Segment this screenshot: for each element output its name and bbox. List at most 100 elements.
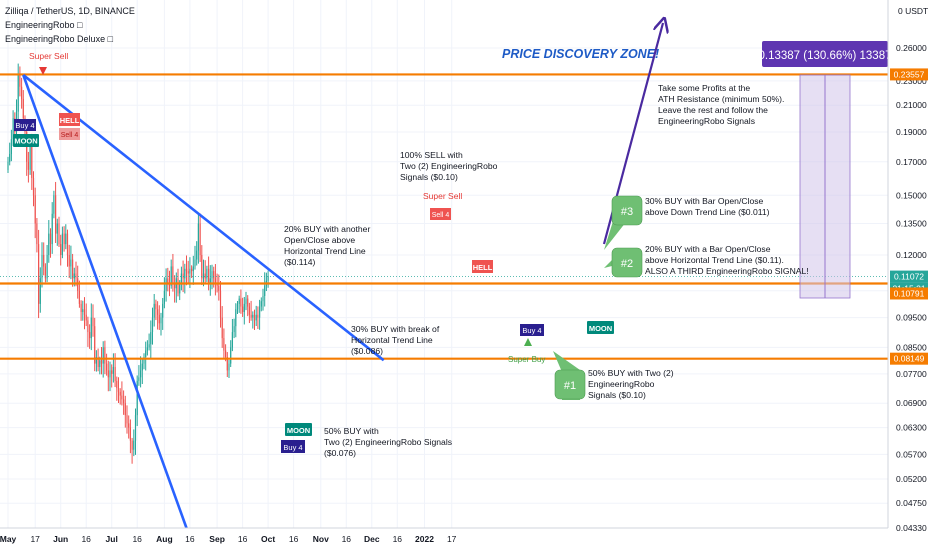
svg-text:Super Sell: Super Sell (423, 191, 462, 201)
price-tick-label: 0.04330 (896, 523, 927, 533)
candle-body (12, 118, 14, 140)
candle-body (38, 244, 40, 304)
svg-text:MOON: MOON (287, 426, 310, 435)
signal-moon-a: MOON (13, 134, 39, 147)
time-tick-label: Sep (209, 534, 225, 544)
svg-text:Buy 4: Buy 4 (283, 443, 302, 452)
candle-body (124, 403, 126, 416)
candlestick-series (7, 63, 269, 464)
time-tick-label: 16 (289, 534, 299, 544)
callout-bubble-3[interactable]: #3 (604, 195, 643, 250)
candle-body (48, 233, 50, 256)
candle-body (177, 278, 179, 294)
time-tick-label: Nov (313, 534, 329, 544)
annotation-100-sell: 100% SELL with Two (2) EngineeringRobo S… (400, 150, 498, 182)
candle-body (150, 332, 152, 345)
price-tick-label: 0.17000 (896, 157, 927, 167)
signal-super-sell-1: Super Sell (29, 51, 68, 75)
svg-text:30% BUY with break of: 30% BUY with break of (351, 324, 440, 334)
candle-body (32, 178, 35, 196)
up-triangle-icon (524, 338, 532, 346)
candle-body (107, 370, 109, 378)
candle-body (158, 314, 160, 324)
candle-body (262, 295, 264, 302)
candle-body (182, 273, 184, 279)
candle-body (197, 223, 199, 251)
candle-body (172, 266, 174, 284)
price-tick-label: 0.09500 (896, 313, 927, 323)
indicator-label-1[interactable]: EngineeringRobo □ (5, 20, 83, 30)
price-tag-label: 0.23557 (894, 69, 925, 79)
indicator-label-2[interactable]: EngineeringRobo Deluxe □ (5, 34, 114, 44)
currency-label[interactable]: 0 USDT (898, 6, 928, 16)
candle-body (155, 303, 157, 310)
candle-body (106, 363, 108, 371)
candle-body (191, 268, 193, 272)
svg-text:HELL: HELL (60, 116, 80, 125)
callout-bubble-2[interactable]: #2 (604, 247, 643, 278)
candle-body (247, 298, 249, 307)
time-axis[interactable]: May 17 Jun 16 Jul 16 Aug 16 Sep 16 Oct 16 Nov 16 Dec 16… (0, 534, 457, 544)
candle-body (192, 266, 194, 272)
candle-body (267, 275, 269, 281)
svg-text:#1: #1 (564, 380, 576, 392)
candle-body (243, 303, 245, 313)
candle-body (29, 146, 31, 170)
svg-text:MOON: MOON (14, 137, 37, 146)
svg-text:($0.114): ($0.114) (284, 257, 316, 267)
time-tick-label: 16 (132, 534, 142, 544)
price-tag-box (890, 352, 928, 365)
candle-body (55, 195, 57, 234)
candle-body (92, 317, 94, 327)
candle-body (160, 317, 162, 324)
candle-body (143, 357, 145, 364)
candle-body (148, 344, 150, 348)
svg-text:Buy 4: Buy 4 (522, 326, 541, 335)
time-tick-label: May (0, 534, 17, 544)
signal-buy-4-a: Buy 4 (14, 119, 36, 131)
candle-body (202, 273, 205, 279)
candle-body (204, 273, 206, 279)
headline-price-discovery: PRICE DISCOVERY ZONE! (502, 47, 659, 61)
price-tick-label: 0.06300 (896, 423, 927, 433)
candle-body (162, 303, 164, 318)
candle-body (21, 86, 23, 99)
candle-body (140, 370, 142, 378)
chart-symbol-title: Zilliqa / TetherUS, 1D, BINANCE (5, 6, 135, 16)
callout-bubble-1[interactable]: #1 (553, 351, 586, 400)
trend-lines[interactable] (0, 73, 888, 529)
price-tick-label: 0.07700 (896, 369, 927, 379)
price-tag-box (890, 270, 928, 283)
candle-body (226, 357, 228, 371)
candle-body (39, 278, 41, 304)
svg-text:100% SELL with: 100% SELL with (400, 150, 463, 160)
svg-text:above Down Trend Line ($0.011): above Down Trend Line ($0.011) (645, 207, 770, 217)
candle-body (123, 399, 125, 404)
candle-body (189, 268, 191, 274)
candle-body (213, 271, 215, 279)
candle-body (68, 255, 70, 267)
candle-body (41, 255, 43, 279)
annotation-20-buy-another: 20% BUY with another Open/Close above Ho… (284, 224, 370, 267)
candle-body (236, 303, 239, 310)
annotation-50-buy-oct: 50% BUY with Two (2) EngineeringRobo Sig… (588, 368, 674, 400)
candle-body (43, 255, 45, 267)
svg-text:Take some Profits at the: Take some Profits at the (658, 83, 750, 93)
svg-text:ALSO A THIRD EngineeringRobo S: ALSO A THIRD EngineeringRobo SIGNAL! (645, 266, 809, 276)
candle-body (109, 370, 111, 378)
candle-body (248, 306, 250, 315)
svg-text:Leave the rest and follow the: Leave the rest and follow the (658, 105, 768, 115)
candle-body (46, 255, 48, 279)
candle-body (121, 395, 123, 400)
svg-text:MOON: MOON (589, 324, 612, 333)
price-tick-label: 0.26000 (896, 43, 927, 53)
candle-body (214, 278, 216, 284)
price-tick-label: 0.04750 (896, 498, 927, 508)
svg-text:#2: #2 (621, 258, 633, 270)
candle-body (167, 278, 169, 284)
candle-body (136, 380, 138, 416)
candle-body (9, 154, 11, 162)
price-tag-label: 0.10791 (894, 288, 925, 298)
candle-body (235, 309, 237, 327)
